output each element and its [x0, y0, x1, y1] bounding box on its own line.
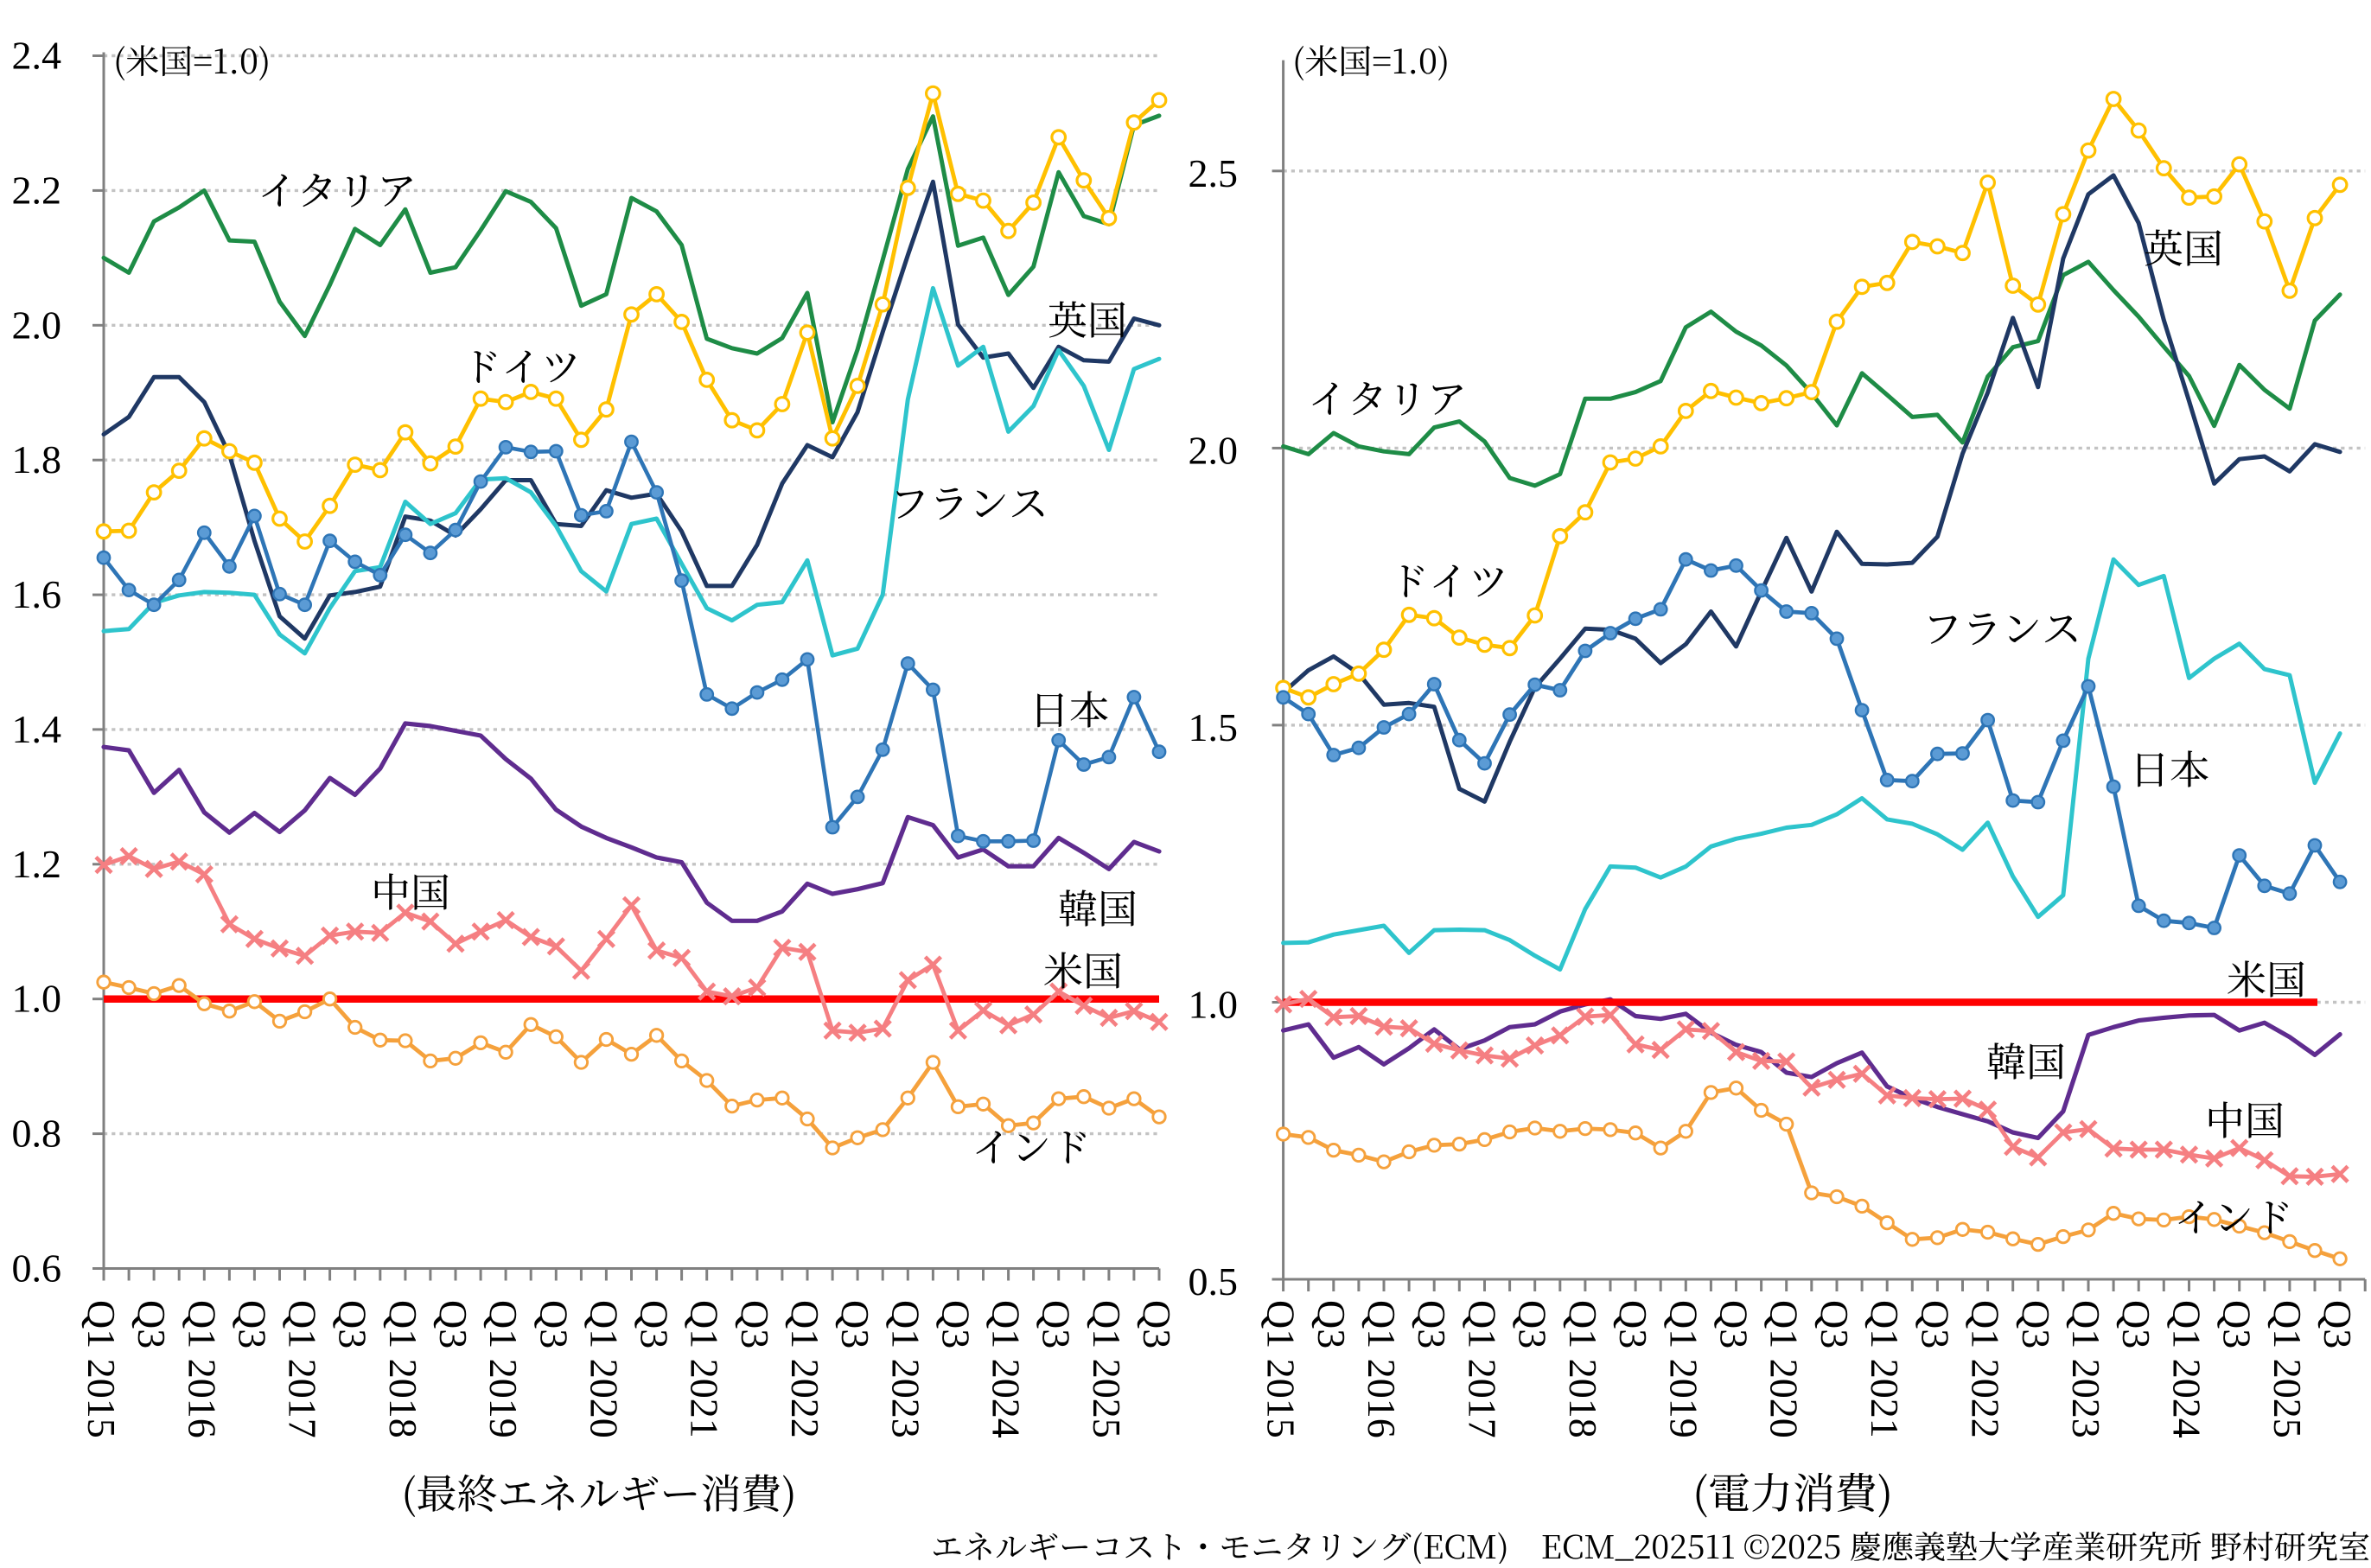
svg-text:Q3: Q3 [1135, 1300, 1179, 1348]
svg-text:0.8: 0.8 [12, 1112, 62, 1156]
svg-text:Q3: Q3 [230, 1300, 274, 1348]
svg-text:Q3: Q3 [733, 1300, 777, 1348]
svg-text:Q3: Q3 [431, 1300, 475, 1348]
svg-text:Q1 2022: Q1 2022 [783, 1300, 827, 1438]
svg-text:Q3: Q3 [1611, 1300, 1655, 1348]
svg-text:Q3: Q3 [934, 1300, 978, 1348]
svg-text:1.6: 1.6 [12, 572, 62, 616]
svg-text:Q1 2019: Q1 2019 [1661, 1300, 1705, 1438]
svg-text:Q1 2023: Q1 2023 [2064, 1300, 2108, 1438]
svg-text:1.4: 1.4 [12, 707, 62, 751]
svg-text:1.5: 1.5 [1189, 705, 1239, 749]
svg-text:Q1 2020: Q1 2020 [582, 1300, 626, 1438]
svg-text:Q1 2017: Q1 2017 [1461, 1300, 1505, 1438]
svg-text:Q1 2024: Q1 2024 [2165, 1300, 2209, 1438]
svg-text:Q3: Q3 [633, 1300, 677, 1348]
svg-text:Q3: Q3 [2215, 1300, 2259, 1348]
svg-text:Q3: Q3 [331, 1300, 375, 1348]
svg-text:Q1 2016: Q1 2016 [180, 1300, 224, 1438]
svg-text:Q3: Q3 [1813, 1300, 1857, 1348]
svg-text:Q1 2021: Q1 2021 [683, 1300, 727, 1438]
svg-text:Q1 2023: Q1 2023 [883, 1300, 927, 1438]
svg-text:Q3: Q3 [1310, 1300, 1354, 1348]
svg-text:Q3: Q3 [1712, 1300, 1756, 1348]
svg-text:Q3: Q3 [1410, 1300, 1454, 1348]
svg-text:Q1 2020: Q1 2020 [1762, 1300, 1807, 1438]
svg-text:2.5: 2.5 [1189, 151, 1239, 195]
svg-text:Q3: Q3 [532, 1300, 576, 1348]
svg-text:Q3: Q3 [2316, 1300, 2360, 1348]
svg-text:Q1 2015: Q1 2015 [1259, 1300, 1303, 1438]
svg-text:Q3: Q3 [2014, 1300, 2058, 1348]
svg-text:1.0: 1.0 [1189, 983, 1239, 1027]
svg-text:Q1 2019: Q1 2019 [481, 1300, 526, 1438]
svg-text:Q1 2024: Q1 2024 [985, 1300, 1029, 1438]
svg-text:Q1 2022: Q1 2022 [1964, 1300, 2008, 1438]
svg-text:Q1 2025: Q1 2025 [2266, 1300, 2310, 1438]
svg-text:Q3: Q3 [833, 1300, 877, 1348]
svg-text:Q1 2016: Q1 2016 [1360, 1300, 1404, 1438]
svg-text:Q3: Q3 [1511, 1300, 1555, 1348]
svg-text:1.2: 1.2 [12, 842, 62, 886]
svg-text:Q3: Q3 [130, 1300, 174, 1348]
svg-text:Q1 2015: Q1 2015 [80, 1300, 124, 1438]
svg-text:2.2: 2.2 [12, 168, 62, 212]
svg-text:Q1 2021: Q1 2021 [1863, 1300, 1907, 1438]
svg-text:Q3: Q3 [1913, 1300, 1957, 1348]
svg-text:Q3: Q3 [1035, 1300, 1079, 1348]
svg-text:2.4: 2.4 [12, 34, 62, 78]
svg-text:Q1 2017: Q1 2017 [281, 1300, 325, 1438]
svg-text:Q1 2025: Q1 2025 [1085, 1300, 1129, 1438]
svg-text:1.0: 1.0 [12, 977, 62, 1021]
svg-text:1.8: 1.8 [12, 437, 62, 481]
svg-text:Q1 2018: Q1 2018 [1561, 1300, 1605, 1438]
svg-text:2.0: 2.0 [1189, 428, 1239, 472]
svg-text:0.6: 0.6 [12, 1246, 62, 1291]
svg-text:Q3: Q3 [2114, 1300, 2158, 1348]
svg-text:2.0: 2.0 [12, 303, 62, 347]
svg-text:Q1 2018: Q1 2018 [381, 1300, 425, 1438]
svg-text:0.5: 0.5 [1189, 1259, 1239, 1303]
